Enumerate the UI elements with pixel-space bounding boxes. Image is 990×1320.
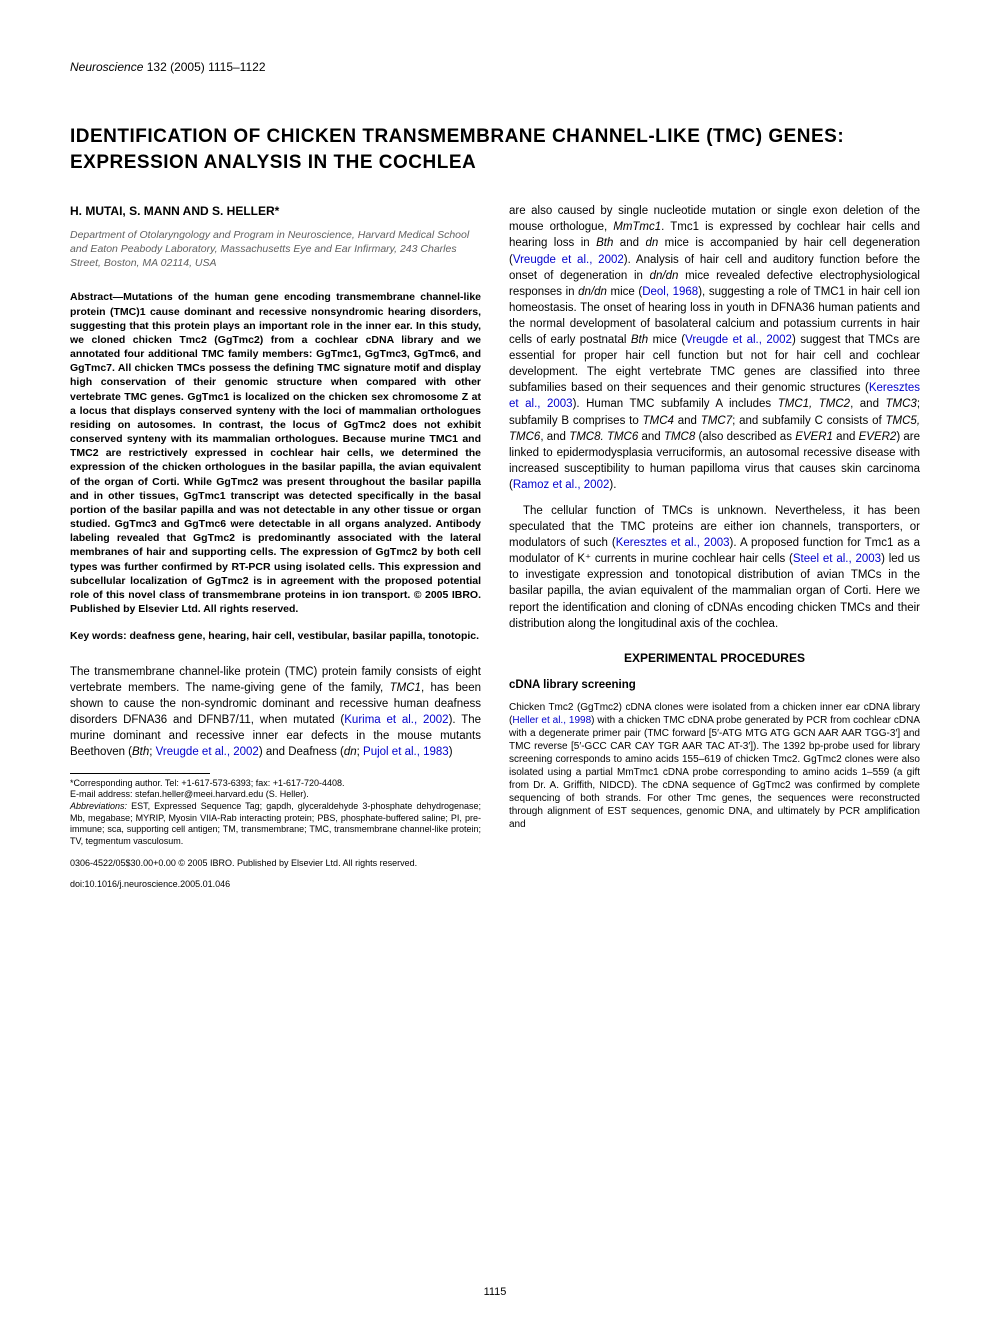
ref-link[interactable]: Ramoz et al., 2002 bbox=[513, 479, 610, 491]
article-title: IDENTIFICATION OF CHICKEN TRANSMEMBRANE … bbox=[70, 124, 920, 175]
ref-link[interactable]: Heller et al., 1998 bbox=[512, 715, 591, 726]
text: mice ( bbox=[607, 286, 642, 298]
mutant-name: Bth bbox=[132, 746, 149, 758]
gene-name: TMC1, TMC2 bbox=[778, 398, 850, 410]
text: and bbox=[674, 415, 701, 427]
text: , and bbox=[850, 398, 885, 410]
corresponding-author: *Corresponding author. Tel: +1-617-573-6… bbox=[70, 778, 481, 790]
methods-paragraph: Chicken Tmc2 (GgTmc2) cDNA clones were i… bbox=[509, 701, 920, 831]
ref-link[interactable]: Vreugde et al., 2002 bbox=[685, 334, 792, 346]
journal-name: Neuroscience bbox=[70, 60, 143, 74]
ref-link[interactable]: Vreugde et al., 2002 bbox=[156, 746, 259, 758]
experimental-procedures-heading: EXPERIMENTAL PROCEDURES bbox=[509, 650, 920, 666]
gene-name: TMC8. TMC6 bbox=[569, 431, 638, 443]
email: E-mail address: stefan.heller@meei.harva… bbox=[70, 789, 481, 801]
mutant-name: Bth bbox=[631, 334, 648, 346]
text: and bbox=[833, 431, 859, 443]
journal-header: Neuroscience 132 (2005) 1115–1122 bbox=[70, 60, 920, 74]
page-number: 1115 bbox=[484, 1286, 507, 1298]
gene-name: TMC7 bbox=[701, 415, 732, 427]
abbreviations: Abbreviations: EST, Expressed Sequence T… bbox=[70, 801, 481, 848]
intro-paragraph-2: The cellular function of TMCs is unknown… bbox=[509, 503, 920, 632]
ref-link[interactable]: Keresztes et al., 2003 bbox=[616, 537, 730, 549]
text: mice ( bbox=[648, 334, 685, 346]
mutant-name: Bth bbox=[596, 237, 613, 249]
gene-name: EVER2 bbox=[859, 431, 897, 443]
ref-link[interactable]: Vreugde et al., 2002 bbox=[513, 254, 624, 266]
cdna-library-heading: cDNA library screening bbox=[509, 678, 920, 694]
intro-paragraph: The transmembrane channel-like protein (… bbox=[70, 664, 481, 761]
gene-name: TMC4 bbox=[643, 415, 674, 427]
doi-line: doi:10.1016/j.neuroscience.2005.01.046 bbox=[70, 879, 481, 891]
abbrev-label: Abbreviations: bbox=[70, 801, 127, 811]
text: , and bbox=[540, 431, 569, 443]
text: (also described as bbox=[695, 431, 795, 443]
footnote-divider bbox=[70, 773, 210, 774]
two-column-layout: H. MUTAI, S. MANN AND S. HELLER* Departm… bbox=[70, 203, 920, 891]
copyright-line: 0306-4522/05$30.00+0.00 © 2005 IBRO. Pub… bbox=[70, 858, 481, 870]
text: ) bbox=[449, 746, 453, 758]
footnotes: *Corresponding author. Tel: +1-617-573-6… bbox=[70, 778, 481, 848]
ref-link[interactable]: Deol, 1968 bbox=[642, 286, 698, 298]
gene-name: TMC1 bbox=[390, 682, 421, 694]
text: ). Human TMC subfamily A includes bbox=[573, 398, 778, 410]
text: and bbox=[613, 237, 645, 249]
text: ) and Deafness ( bbox=[259, 746, 344, 758]
mutant-name: dn bbox=[344, 746, 357, 758]
mutant-name: dn bbox=[645, 237, 658, 249]
abbrev-text: EST, Expressed Sequence Tag; gapdh, glyc… bbox=[70, 801, 481, 846]
ref-link[interactable]: Pujol et al., 1983 bbox=[363, 746, 449, 758]
text: ) with a chicken TMC cDNA probe generate… bbox=[509, 715, 920, 830]
affiliation: Department of Otolaryngology and Program… bbox=[70, 229, 481, 270]
text: ). bbox=[609, 479, 616, 491]
left-column: H. MUTAI, S. MANN AND S. HELLER* Departm… bbox=[70, 203, 481, 891]
gene-name: MmTmc1 bbox=[613, 221, 661, 233]
ref-link[interactable]: Kurima et al., 2002 bbox=[344, 714, 448, 726]
text: ; and subfamily C consists of bbox=[732, 415, 885, 427]
ref-link[interactable]: Steel et al., 2003 bbox=[793, 553, 881, 565]
text: and bbox=[638, 431, 664, 443]
right-column: are also caused by single nucleotide mut… bbox=[509, 203, 920, 891]
gene-name: TMC3 bbox=[886, 398, 917, 410]
authors: H. MUTAI, S. MANN AND S. HELLER* bbox=[70, 203, 481, 219]
intro-continued: are also caused by single nucleotide mut… bbox=[509, 203, 920, 493]
journal-vol: 132 (2005) 1115–1122 bbox=[147, 60, 266, 74]
gene-name: TMC8 bbox=[664, 431, 695, 443]
keywords: Key words: deafness gene, hearing, hair … bbox=[70, 630, 481, 644]
mutant-name: dn/dn bbox=[650, 270, 679, 282]
gene-name: EVER1 bbox=[795, 431, 833, 443]
abstract: Abstract—Mutations of the human gene enc… bbox=[70, 290, 481, 616]
mutant-name: dn/dn bbox=[578, 286, 607, 298]
